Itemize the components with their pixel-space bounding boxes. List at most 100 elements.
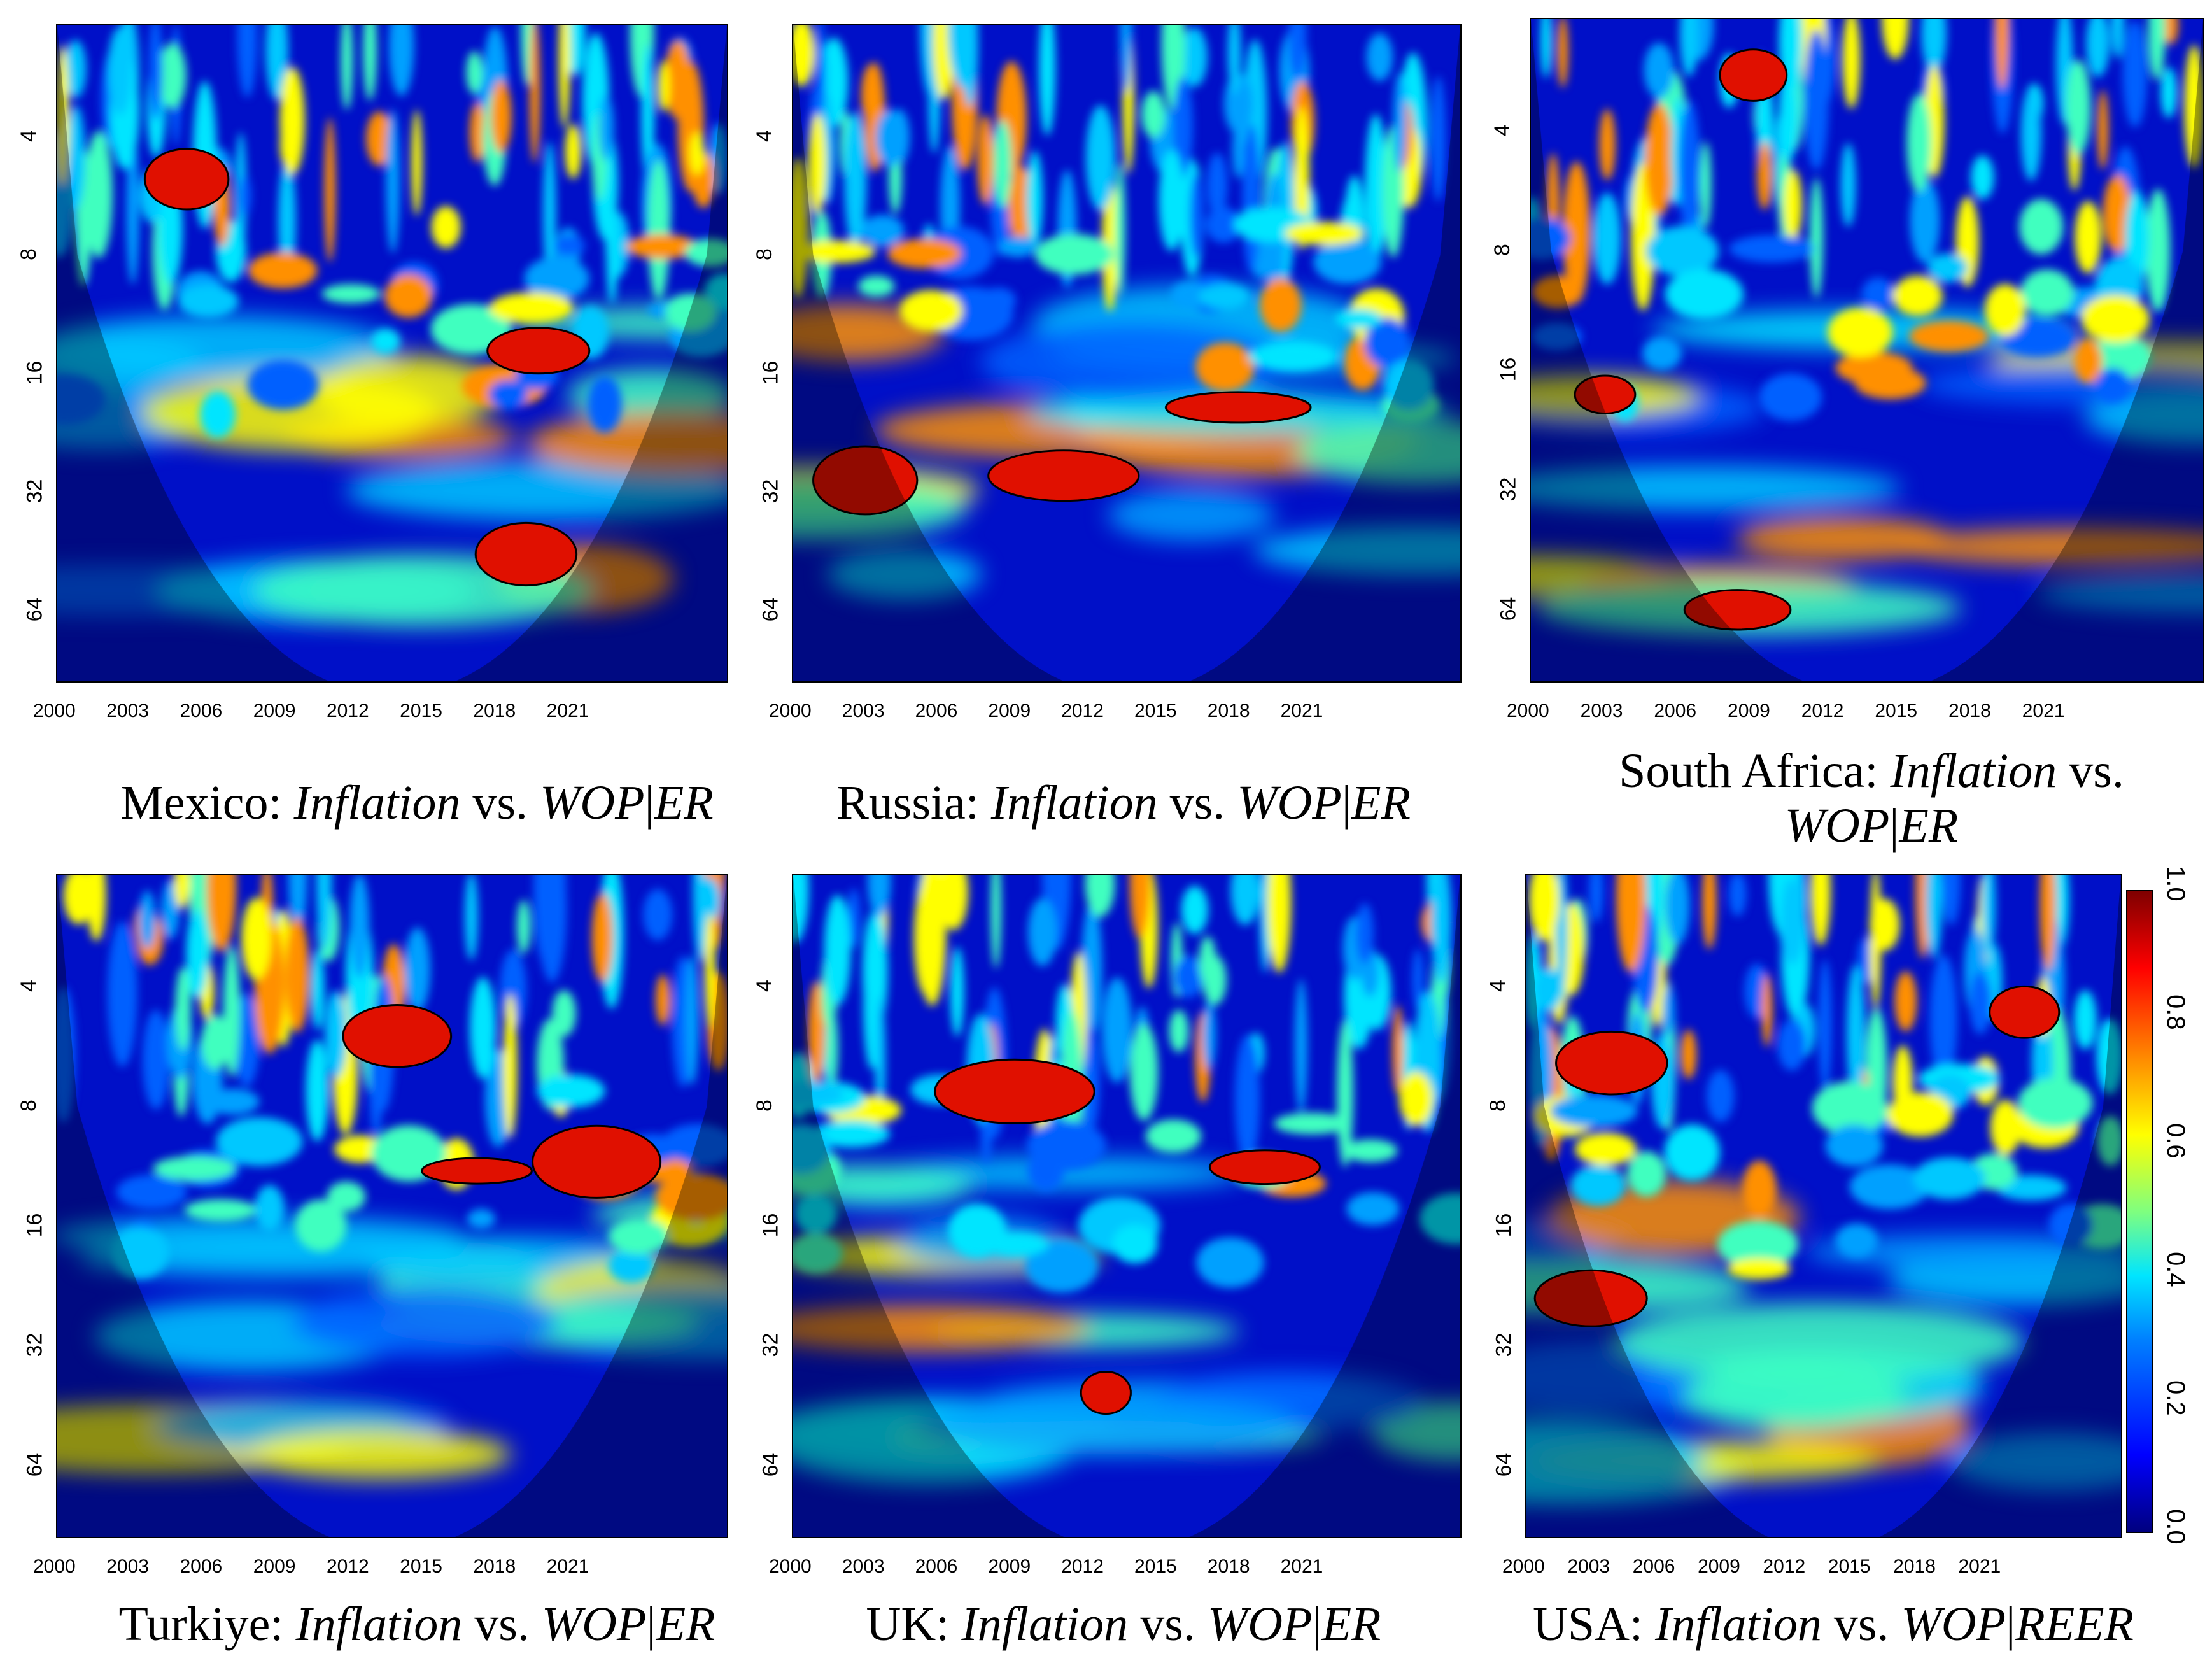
y-tick-label: 8 [1490,244,1514,257]
y-tick-label: 4 [752,129,777,142]
x-tick-label: 2015 [1828,1556,1871,1577]
wavelet-plot-5 [1525,874,2122,1538]
y-tick-label: 64 [1496,597,1521,621]
caption-country: Mexico: [120,776,282,830]
x-tick-label: 2015 [1875,700,1918,721]
y-tick-label: 8 [752,1100,777,1112]
wavelet-plot-2 [1530,18,2204,683]
caption-3: Turkiye: Inflation vs. WOP|ER [19,1597,815,1652]
x-tick-label: 2009 [988,700,1031,721]
coherence-heatmap [57,875,727,1537]
y-tick-label: 4 [752,980,777,993]
caption-var2: WOP [1207,1597,1313,1651]
caption-var3: REER [2015,1597,2134,1651]
y-tick-label: 16 [1496,357,1521,382]
y-tick-label: 4 [1485,980,1510,993]
y-tick-label: 4 [16,129,41,142]
caption-var2: WOP [1784,799,1890,853]
colorbar-tick-label: 0.4 [2162,1252,2190,1287]
x-tick-label: 2021 [546,700,589,721]
x-tick-label: 2012 [326,700,369,721]
wavelet-plot-3 [56,874,728,1538]
coherence-heatmap [1531,19,2203,681]
wavelet-plot-0 [56,24,728,683]
caption-var1: Inflation [295,1597,463,1651]
colorbar-tick-label: 0.0 [2162,1509,2190,1545]
y-tick-label: 64 [758,1452,783,1477]
y-tick-label: 64 [758,597,783,622]
y-tick-label: 32 [22,479,47,504]
caption-sep: | [1312,1597,1322,1651]
caption-sep: | [2006,1597,2016,1651]
y-tick-label: 4 [16,980,41,993]
colorbar-tick-label: 0.6 [2162,1123,2190,1159]
caption-country: South Africa: [1619,744,1878,798]
x-tick-label: 2018 [473,700,516,721]
caption-var3: ER [1351,776,1411,830]
x-tick-label: 2006 [180,700,223,721]
y-tick-label: 8 [16,1100,41,1112]
caption-country: USA: [1532,1597,1644,1651]
caption-0: Mexico: Inflation vs. WOP|ER [19,775,815,830]
caption-var1: Inflation [1890,744,2057,798]
caption-var3: ER [1321,1597,1381,1651]
x-tick-label: 2003 [1567,1556,1610,1577]
x-tick-label: 2006 [180,1556,223,1577]
x-tick-label: 2003 [106,700,149,721]
y-tick-label: 32 [1491,1333,1516,1357]
caption-1: Russia: Inflation vs. WOP|ER [757,775,1490,830]
x-tick-label: 2018 [1207,700,1250,721]
y-tick-label: 8 [1485,1100,1510,1112]
caption-var2: WOP [1901,1597,2006,1651]
y-tick-label: 32 [1496,477,1521,502]
caption-var1: Inflation [293,776,461,830]
y-tick-label: 16 [22,360,47,385]
x-tick-label: 2006 [915,700,958,721]
colorbar-tick-label: 0.8 [2162,994,2190,1030]
x-tick-label: 2015 [1134,700,1177,721]
caption-sep: | [1341,776,1352,830]
coherence-heatmap [1526,875,2121,1537]
y-tick-label: 64 [22,597,47,622]
x-tick-label: 2009 [253,1556,296,1577]
colorbar-tick-label: 0.2 [2162,1380,2190,1416]
y-tick-label: 8 [752,248,777,260]
caption-vs: vs. [474,1597,530,1651]
x-tick-label: 2009 [1728,700,1770,721]
caption-5: USA: Inflation vs. WOP|REER [1483,1597,2183,1652]
caption-var3: ER [656,1597,715,1651]
x-tick-label: 2012 [1061,700,1104,721]
y-tick-label: 64 [22,1452,47,1477]
caption-var3: ER [1899,799,1959,853]
y-tick-label: 4 [1490,124,1514,137]
x-tick-label: 2015 [400,700,442,721]
caption-2: South Africa: Inflation vs. WOP|ER [1490,744,2212,853]
y-tick-label: 16 [22,1213,47,1238]
caption-vs: vs. [1833,1597,1889,1651]
caption-var1: Inflation [990,776,1158,830]
caption-var1: Inflation [1655,1597,1822,1651]
y-tick-label: 32 [22,1333,47,1357]
x-tick-label: 2003 [842,1556,885,1577]
x-tick-label: 2000 [33,700,76,721]
x-tick-label: 2012 [1801,700,1844,721]
x-tick-label: 2021 [1280,1556,1323,1577]
y-tick-label: 32 [758,1333,783,1357]
caption-vs: vs. [1140,1597,1195,1651]
colorbar-tick-label: 1.0 [2162,866,2190,902]
caption-vs: vs. [1169,776,1225,830]
x-tick-label: 2018 [1948,700,1991,721]
x-tick-label: 2012 [1061,1556,1104,1577]
y-tick-label: 16 [758,1213,783,1238]
x-tick-label: 2000 [1502,1556,1545,1577]
x-tick-label: 2003 [1580,700,1623,721]
x-tick-label: 2003 [106,1556,149,1577]
caption-sep: | [1889,799,1899,853]
x-tick-label: 2009 [988,1556,1031,1577]
caption-var1: Inflation [961,1597,1129,1651]
x-tick-label: 2021 [1958,1556,2001,1577]
x-tick-label: 2006 [915,1556,958,1577]
x-tick-label: 2018 [1207,1556,1250,1577]
caption-country: UK: [866,1597,950,1651]
caption-var3: ER [654,776,714,830]
